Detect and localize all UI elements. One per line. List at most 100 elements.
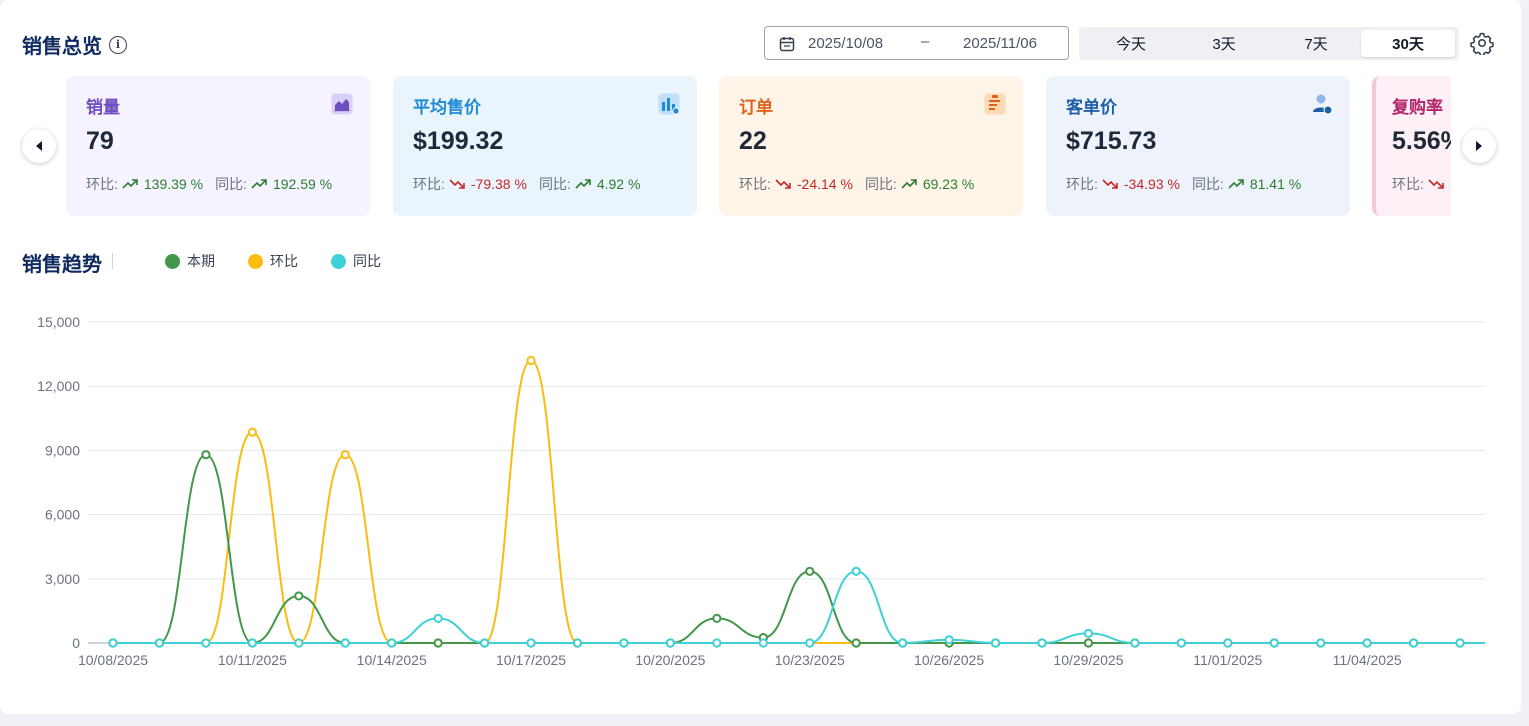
x-tick-label: 10/08/2025: [78, 652, 148, 668]
trend-down-icon: [775, 178, 792, 190]
period-30d-button[interactable]: 30天: [1361, 30, 1455, 57]
y-tick-label: 6,000: [45, 507, 80, 523]
trend-down-icon: [449, 178, 466, 190]
sales-trend-chart: 0 3,000 6,000 9,000 12,000 15,000 10/08/2025 10…: [37, 314, 1485, 668]
card-sales-volume: 销量 79 环比: 139.39 % 同比: 192.59 %: [66, 76, 370, 216]
legend-dot: [331, 253, 346, 269]
series-line-2: [113, 570, 1485, 645]
card-stats: 环比:: [1392, 174, 1450, 194]
area-chart-icon: [331, 93, 353, 115]
card-title: 复购率: [1392, 98, 1443, 117]
period-selector: 今天 3天 7天 30天: [1079, 27, 1459, 60]
period-7d-button[interactable]: 7天: [1304, 36, 1328, 53]
data-point: [805, 566, 815, 576]
card-value: $199.32: [413, 127, 504, 155]
mom-label: 环比:: [739, 176, 771, 192]
divider: [112, 253, 113, 269]
data-point: [247, 427, 257, 437]
card-repurchase-rate: 复购率 5.56% 环比:: [1372, 76, 1451, 216]
data-point: [1269, 638, 1279, 648]
data-point: [247, 638, 257, 648]
start-date-input[interactable]: 2025/10/08: [808, 35, 884, 52]
card-title: 订单: [739, 98, 773, 117]
mom-value: -24.14 %: [796, 176, 853, 192]
data-point: [108, 638, 118, 648]
card-orders: 订单 22 环比: -24.14 % 同比: 69.23 %: [719, 76, 1023, 216]
data-point: [294, 591, 304, 601]
data-point: [340, 450, 350, 460]
legend-dot: [165, 253, 180, 269]
y-tick-label: 3,000: [45, 571, 80, 587]
data-point: [712, 613, 722, 623]
card-stats: 环比: -34.93 % 同比: 81.41 %: [1066, 174, 1313, 194]
legend-item-mom[interactable]: 环比: [248, 251, 298, 271]
page-title: 销售总览 i: [22, 30, 127, 59]
data-point: [154, 638, 165, 648]
data-point: [387, 638, 397, 648]
data-point: [433, 638, 443, 648]
caret-right-icon: [1476, 141, 1482, 151]
data-point: [898, 638, 908, 648]
calendar-icon: [779, 37, 795, 52]
yoy-value: 69.23 %: [922, 176, 975, 192]
mom-label: 环比:: [413, 176, 445, 192]
card-value: 22: [739, 127, 767, 155]
yoy-label: 同比:: [1191, 176, 1224, 192]
legend-item-yoy[interactable]: 同比: [331, 251, 381, 271]
page-title-text: 销售总览: [22, 36, 102, 58]
x-tick-label: 10/26/2025: [914, 652, 984, 668]
date-range-picker[interactable]: 2025/10/08 – 2025/11/06: [764, 26, 1069, 60]
card-stats: 环比: 139.39 % 同比: 192.59 %: [86, 174, 344, 194]
data-point: [1223, 638, 1233, 648]
carousel-prev-button[interactable]: [22, 129, 56, 163]
period-today-button[interactable]: 今天: [1115, 36, 1146, 53]
user-money-icon: [1313, 94, 1333, 115]
yoy-label: 同比:: [215, 176, 247, 192]
chart-legend: 本期 环比 同比: [165, 251, 414, 271]
yoy-label: 同比:: [864, 176, 897, 192]
data-point: [619, 638, 629, 648]
card-value: $715.73: [1066, 127, 1157, 155]
card-title: 客单价: [1066, 98, 1117, 117]
legend-item-current[interactable]: 本期: [165, 251, 215, 271]
data-point: [340, 638, 350, 648]
mom-value: -34.93 %: [1123, 176, 1180, 192]
data-point: [990, 638, 1001, 648]
settings-gear-icon[interactable]: [1470, 31, 1494, 55]
info-icon[interactable]: i: [109, 35, 127, 54]
data-point: [201, 638, 211, 648]
data-point: [526, 355, 536, 366]
y-tick-label: 12,000: [37, 378, 80, 394]
data-point: [1130, 638, 1140, 648]
card-value: 79: [86, 127, 114, 155]
legend-dot: [248, 253, 263, 269]
clipboard-icon: [984, 93, 1006, 115]
card-stats: 环比: -79.38 % 同比: 4.92 %: [413, 174, 652, 194]
carousel-next-button[interactable]: [1462, 129, 1496, 163]
yoy-label: 同比:: [538, 176, 571, 192]
yoy-value: 192.59 %: [272, 176, 333, 192]
end-date-input[interactable]: 2025/11/06: [963, 35, 1037, 52]
trend-title: 销售趋势: [22, 254, 102, 276]
data-point: [851, 638, 861, 648]
data-point: [1083, 628, 1094, 638]
trend-up-icon: [122, 178, 139, 190]
legend-label: 本期: [187, 253, 215, 269]
data-point: [758, 638, 768, 648]
card-value: 5.56%: [1392, 127, 1451, 155]
trend-up-icon: [575, 178, 592, 190]
x-tick-label: 10/17/2025: [496, 652, 566, 668]
mom-label: 环比:: [1066, 176, 1098, 192]
period-3d-button[interactable]: 3天: [1212, 36, 1236, 53]
kpi-cards-carousel: 销量 79 环比: 139.39 % 同比: 192.59 % 平均售价: [66, 76, 1451, 216]
data-point: [1316, 638, 1326, 648]
sales-overview-panel: 销售总览 i 2025/10/08 – 2025/11/06 今天 3天 7天 …: [0, 0, 1521, 714]
data-point: [851, 566, 861, 576]
trend-down-icon: [1428, 178, 1445, 190]
data-point: [526, 638, 536, 648]
series-line-0: [113, 453, 1485, 645]
x-tick-label: 11/01/2025: [1193, 652, 1262, 668]
yoy-value: 4.92 %: [596, 176, 641, 192]
mom-label: 环比:: [1392, 176, 1424, 192]
card-title: 平均售价: [413, 98, 481, 117]
